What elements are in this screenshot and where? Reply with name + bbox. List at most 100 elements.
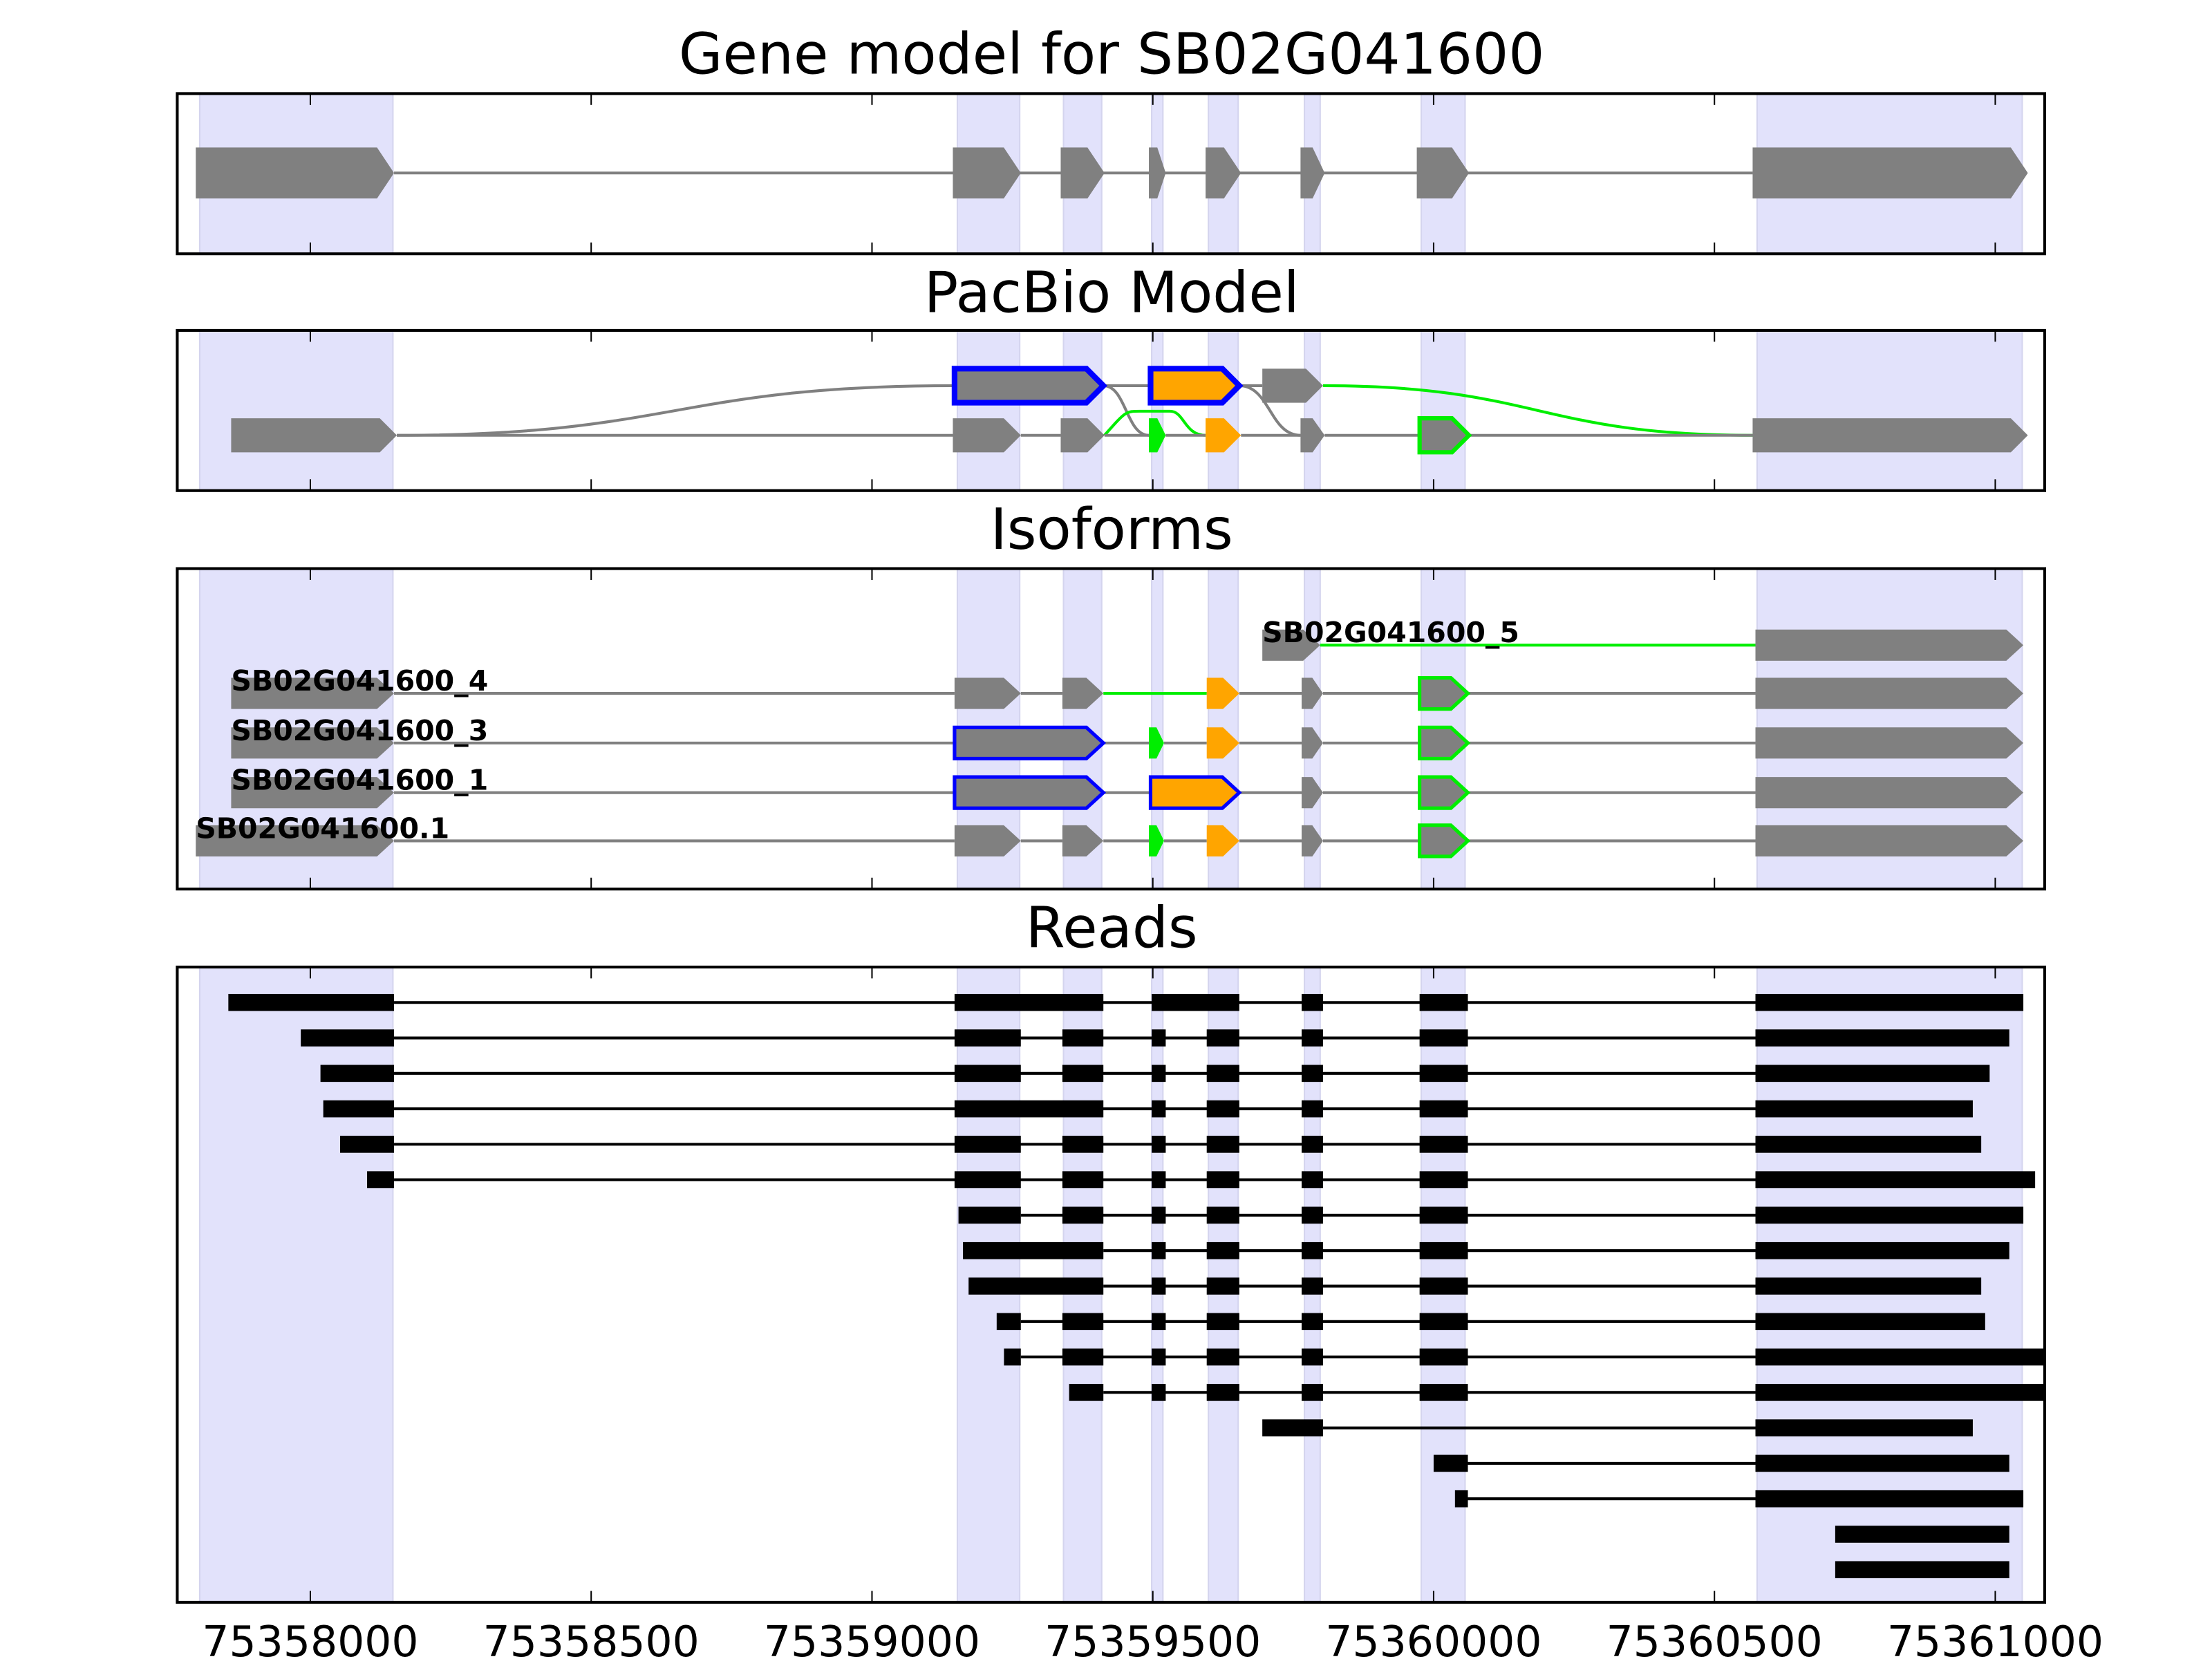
- exon: [953, 147, 1021, 199]
- panel-gene: [176, 92, 2046, 256]
- x-tick-label: 75360500: [1606, 1617, 1823, 1659]
- exon: [954, 677, 1021, 709]
- exon: [231, 418, 397, 453]
- isoform-label: SB02G041600.1: [196, 812, 449, 845]
- read-block: [1302, 1029, 1323, 1047]
- exon: [1148, 775, 1242, 810]
- exon-shade: [1756, 329, 2023, 491]
- panel-frame: [176, 92, 2046, 256]
- read-block: [1302, 1171, 1323, 1188]
- read-block: [1433, 1454, 1468, 1472]
- splice-curve: [1103, 384, 1150, 437]
- read-block: [1004, 1348, 1021, 1366]
- read-block: [963, 1241, 1104, 1259]
- read-block: [1152, 1029, 1166, 1047]
- isoform-label: SB02G041600_5: [1262, 616, 1519, 649]
- read-block: [1302, 1065, 1323, 1082]
- exon: [954, 825, 1021, 856]
- read-block: [1206, 1277, 1239, 1295]
- exon: [1206, 677, 1239, 709]
- panel-frame: [176, 567, 2046, 891]
- read-block: [1755, 1029, 2009, 1047]
- read-block: [1302, 1348, 1323, 1366]
- read-block: [1152, 1384, 1166, 1401]
- exon: [1060, 147, 1105, 199]
- exon: [1206, 147, 1241, 199]
- gene-model-title: Gene model for SB02G041600: [679, 22, 1545, 88]
- splice-curve: [397, 384, 955, 437]
- read: [968, 1277, 1982, 1295]
- read-block: [1206, 1384, 1239, 1401]
- read-block: [1419, 1100, 1468, 1118]
- read-block: [1152, 1100, 1166, 1118]
- read-block: [1062, 1348, 1104, 1366]
- read-block: [1755, 1419, 1973, 1436]
- x-tick-label: 75358500: [483, 1617, 700, 1659]
- x-tick-label: 75359500: [1044, 1617, 1261, 1659]
- read-block: [1302, 993, 1323, 1011]
- x-tick-label: 75360000: [1325, 1617, 1541, 1659]
- read-block: [1206, 1136, 1239, 1153]
- exon-shade: [1208, 329, 1239, 491]
- read-block: [1755, 1241, 2009, 1259]
- read-block: [1152, 1206, 1166, 1224]
- read-block: [1755, 993, 2024, 1011]
- exon: [231, 777, 395, 809]
- exon: [1752, 147, 2028, 199]
- read-block: [1419, 1241, 1468, 1259]
- exon: [1149, 147, 1166, 199]
- read-block: [996, 1313, 1021, 1331]
- exon: [1262, 368, 1323, 403]
- exon-shade: [956, 329, 1021, 491]
- x-tick-label: 75358000: [202, 1617, 418, 1659]
- read-block: [1062, 1065, 1104, 1082]
- read-block: [1755, 1490, 2024, 1508]
- exon-shade: [198, 329, 394, 491]
- read-block: [1206, 1065, 1239, 1082]
- exon: [1060, 418, 1105, 453]
- read-block: [1302, 1136, 1323, 1153]
- read: [958, 1206, 2024, 1224]
- read-block: [1152, 1065, 1166, 1082]
- exon: [1417, 416, 1472, 455]
- exon: [1206, 418, 1241, 453]
- panel-frame: [176, 965, 2046, 1604]
- exon: [196, 825, 395, 856]
- read: [996, 1313, 1985, 1331]
- read-block: [1835, 1526, 2009, 1543]
- panel-pacbio: [176, 328, 2046, 492]
- read-block: [1419, 1348, 1468, 1366]
- read: [1835, 1561, 2009, 1579]
- read-block: [1206, 1171, 1239, 1188]
- isoform-label: SB02G041600_4: [231, 664, 488, 697]
- read-block: [1206, 1241, 1239, 1259]
- read-block: [1152, 1241, 1166, 1259]
- splice-curve: [1239, 384, 1301, 437]
- read-block: [1206, 1206, 1239, 1224]
- exon: [1418, 675, 1471, 711]
- read-block: [228, 993, 395, 1011]
- read-block: [1755, 1348, 2045, 1366]
- read-block: [1302, 1313, 1323, 1331]
- read-block: [1206, 1100, 1239, 1118]
- read-block: [1152, 993, 1239, 1011]
- read: [1069, 1384, 2045, 1401]
- read: [963, 1241, 2009, 1259]
- read-block: [1755, 1065, 1990, 1082]
- exon: [1418, 725, 1471, 760]
- exon: [1206, 727, 1239, 759]
- x-tick-label: 75361000: [1887, 1617, 2103, 1659]
- read: [301, 1029, 2009, 1047]
- reads-title: Reads: [1026, 895, 1198, 961]
- read-block: [1419, 1206, 1468, 1224]
- exon: [1149, 727, 1164, 759]
- exon: [1418, 775, 1471, 810]
- read-block: [323, 1100, 395, 1118]
- exon: [1062, 825, 1104, 856]
- read: [1433, 1454, 2009, 1472]
- read-block: [1062, 1313, 1104, 1331]
- read-block: [1062, 1171, 1104, 1188]
- exon: [1752, 418, 2028, 453]
- read-block: [1206, 1348, 1239, 1366]
- panel-iso: SB02G041600_5 SB02G041600_4 SB02G041600_3 S…: [176, 567, 2046, 891]
